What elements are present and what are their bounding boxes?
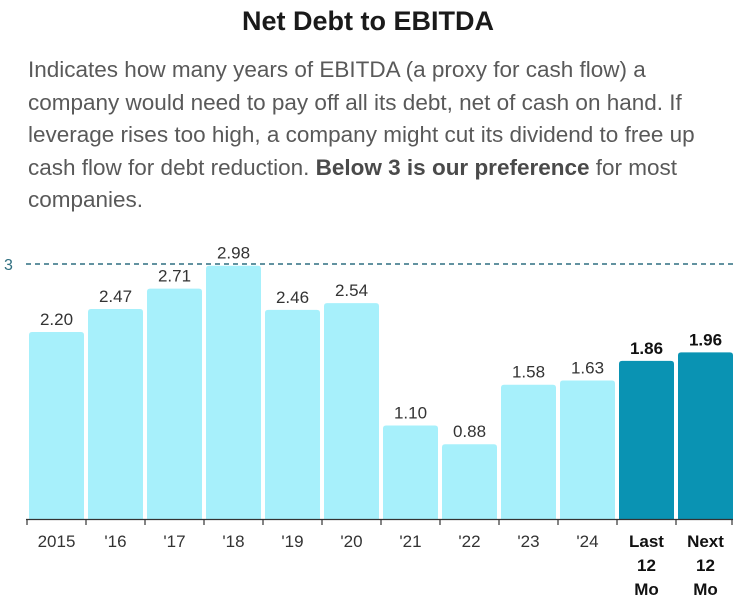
category-label-6: '20 — [340, 532, 362, 551]
category-label-7: '21 — [399, 532, 421, 551]
value-label-6: 2.54 — [335, 281, 368, 300]
bar-12 — [678, 352, 733, 519]
category-label-5: '19 — [281, 532, 303, 551]
value-label-4: 2.98 — [217, 244, 250, 263]
value-label-11: 1.86 — [630, 339, 663, 358]
description-emphasis: Below 3 is our preference — [315, 154, 590, 180]
value-label-3: 2.71 — [158, 267, 191, 286]
category-label-4: '18 — [222, 532, 244, 551]
value-label-5: 2.46 — [276, 288, 309, 307]
bar-2 — [88, 309, 143, 519]
bar-10 — [560, 380, 615, 519]
description-lead: Indicates how many years of EBITDA (a pr… — [28, 57, 695, 180]
bar-3 — [147, 288, 202, 519]
bar-11 — [619, 360, 674, 519]
category-label-9: '23 — [517, 532, 539, 551]
value-label-9: 1.58 — [512, 363, 545, 382]
bar-4 — [206, 265, 261, 519]
bar-5 — [265, 309, 320, 519]
value-label-12: 1.96 — [689, 330, 722, 349]
bar-7 — [383, 425, 438, 519]
reference-line-label: 3 — [4, 257, 13, 274]
chart-title: Net Debt to EBITDA — [242, 6, 494, 36]
category-label-12: Next 12 Mo — [687, 532, 724, 599]
category-label-8: '22 — [458, 532, 480, 551]
bar-8 — [442, 444, 497, 519]
value-label-1: 2.20 — [40, 310, 73, 329]
category-label-11: Last 12 Mo — [629, 532, 664, 599]
value-label-8: 0.88 — [453, 422, 486, 441]
value-label-10: 1.63 — [571, 358, 604, 377]
category-label-2: '16 — [104, 532, 126, 551]
category-label-1: 2015 — [38, 532, 76, 551]
bar-9 — [501, 384, 556, 519]
value-label-7: 1.10 — [394, 404, 427, 423]
bar-6 — [324, 303, 379, 519]
category-label-3: '17 — [163, 532, 185, 551]
description-tail: for most companies. — [28, 154, 678, 213]
category-label-10: '24 — [576, 532, 598, 551]
bar-1 — [29, 332, 84, 519]
value-label-2: 2.47 — [99, 287, 132, 306]
chart-description: Indicates how many years of EBITDA (a pr… — [28, 54, 718, 217]
